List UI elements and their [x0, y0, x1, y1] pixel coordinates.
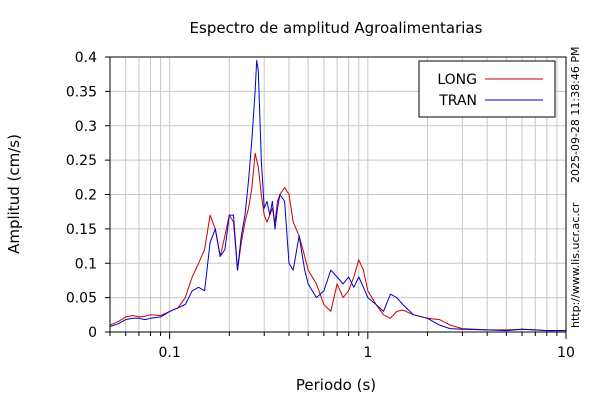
y-axis-label: Amplitud (cm/s) [5, 134, 23, 254]
y-tick-label: 0.2 [75, 188, 97, 204]
y-tick-label: 0.1 [75, 256, 97, 272]
grid [109, 56, 566, 333]
y-tick-label: 0.4 [75, 50, 97, 66]
y-tick-label: 0.05 [66, 291, 97, 307]
axis-ticks: 0 0.05 0.1 0.15 0.2 0.25 0.3 0.35 0.4 0.1 1 10 [66, 50, 575, 361]
legend-box [418, 60, 556, 118]
website-label: http://www.lis.ucr.ac.cr [569, 202, 582, 328]
y-tick-label: 0.3 [75, 119, 97, 135]
timestamp-label: 2025-09-28 11:38:46 PM [569, 47, 582, 183]
x-tick-label: 0.1 [159, 345, 181, 361]
x-tick-label: 1 [363, 345, 372, 361]
x-axis-label: Periodo (s) [296, 376, 376, 394]
series-line-long [109, 152, 566, 332]
legend-label-tran: TRAN [438, 93, 477, 109]
y-tick-label: 0.25 [66, 153, 97, 169]
y-tick-label: 0.35 [66, 84, 97, 100]
series-line-tran [109, 59, 566, 332]
x-tick-label: 10 [557, 345, 575, 361]
y-tick-label: 0.15 [66, 222, 97, 238]
series-lines [109, 59, 566, 332]
chart-title: Espectro de amplitud Agroalimentarias [190, 19, 483, 37]
legend-label-long: LONG [437, 72, 477, 88]
y-tick-label: 0 [88, 325, 97, 341]
legend: LONG TRAN [418, 60, 556, 118]
